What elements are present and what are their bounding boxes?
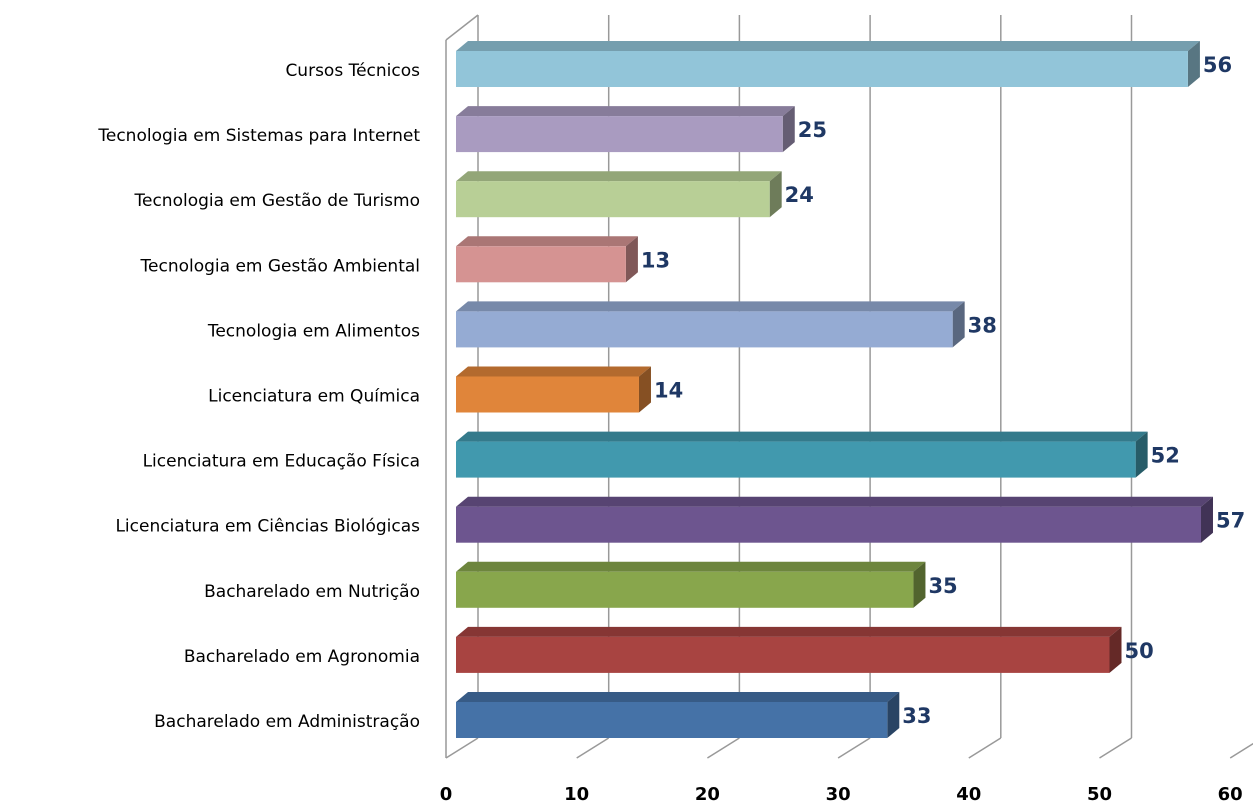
bar xyxy=(456,376,639,413)
bar-top xyxy=(456,41,1200,51)
left-wall-top xyxy=(445,14,479,41)
value-label: 14 xyxy=(654,379,683,403)
x-tick-label: 10 xyxy=(564,784,589,803)
bar xyxy=(456,636,1110,673)
x-tick-label: 30 xyxy=(826,784,851,803)
bar-side xyxy=(625,236,638,283)
floor-line xyxy=(1099,737,1132,759)
value-label: 25 xyxy=(798,118,827,142)
bar xyxy=(456,571,914,608)
floor-line xyxy=(1229,742,1253,759)
bar-side xyxy=(1109,626,1122,673)
bar-top xyxy=(456,431,1148,442)
floor-line xyxy=(837,737,871,759)
floor-line xyxy=(968,737,1002,759)
category-label: Licenciatura em Educação Física xyxy=(143,452,420,472)
category-label: Tecnologia em Gestão de Turismo xyxy=(134,191,421,211)
bar xyxy=(456,116,783,153)
floor-line xyxy=(445,737,479,759)
bar xyxy=(456,181,770,218)
bar-top xyxy=(456,301,965,312)
bar-side xyxy=(952,301,965,348)
bar-top xyxy=(456,171,782,182)
bar-side xyxy=(769,171,782,218)
value-label: 50 xyxy=(1125,639,1154,663)
value-label: 57 xyxy=(1216,509,1245,533)
bar-side xyxy=(887,692,900,738)
category-label: Bacharelado em Administração xyxy=(154,712,420,732)
value-label: 35 xyxy=(928,574,957,598)
bar xyxy=(456,441,1136,478)
bar-top xyxy=(456,236,638,247)
value-label: 52 xyxy=(1151,444,1180,468)
value-label: 33 xyxy=(902,704,931,728)
x-tick-label: 50 xyxy=(1087,784,1112,803)
category-label: Bacharelado em Agronomia xyxy=(184,647,420,667)
x-tick-label: 60 xyxy=(1218,784,1243,803)
bar-top xyxy=(456,496,1213,507)
bar-side xyxy=(638,366,651,413)
bar-top xyxy=(456,366,651,377)
value-label: 13 xyxy=(641,248,670,272)
bar-side xyxy=(1200,496,1213,543)
value-label: 56 xyxy=(1203,53,1232,77)
bar-side xyxy=(782,106,795,153)
bar-top xyxy=(456,561,926,572)
floor-line xyxy=(576,737,610,759)
bar xyxy=(456,246,626,283)
bar-top xyxy=(456,106,795,117)
bar-side xyxy=(913,561,926,608)
x-tick-label: 20 xyxy=(695,784,720,803)
category-label: Tecnologia em Gestão Ambiental xyxy=(140,256,420,276)
bar-top xyxy=(456,626,1122,637)
category-label: Bacharelado em Nutrição xyxy=(204,582,420,602)
bar xyxy=(456,311,953,348)
category-label: Tecnologia em Alimentos xyxy=(207,321,420,341)
floor-line xyxy=(707,737,740,759)
bar xyxy=(456,506,1201,543)
bar-side xyxy=(1187,41,1200,87)
category-label: Tecnologia em Sistemas para Internet xyxy=(97,126,420,146)
bar xyxy=(456,51,1188,87)
category-label: Cursos Técnicos xyxy=(285,61,420,81)
x-tick-label: 0 xyxy=(440,784,453,803)
category-label: Licenciatura em Ciências Biológicas xyxy=(115,517,420,537)
value-label: 38 xyxy=(968,313,997,337)
x-tick-label: 40 xyxy=(956,784,981,803)
bar xyxy=(456,702,888,738)
bar-top xyxy=(456,692,900,702)
bar-side xyxy=(1135,431,1148,478)
value-label: 24 xyxy=(785,183,814,207)
category-label: Licenciatura em Química xyxy=(208,387,420,407)
